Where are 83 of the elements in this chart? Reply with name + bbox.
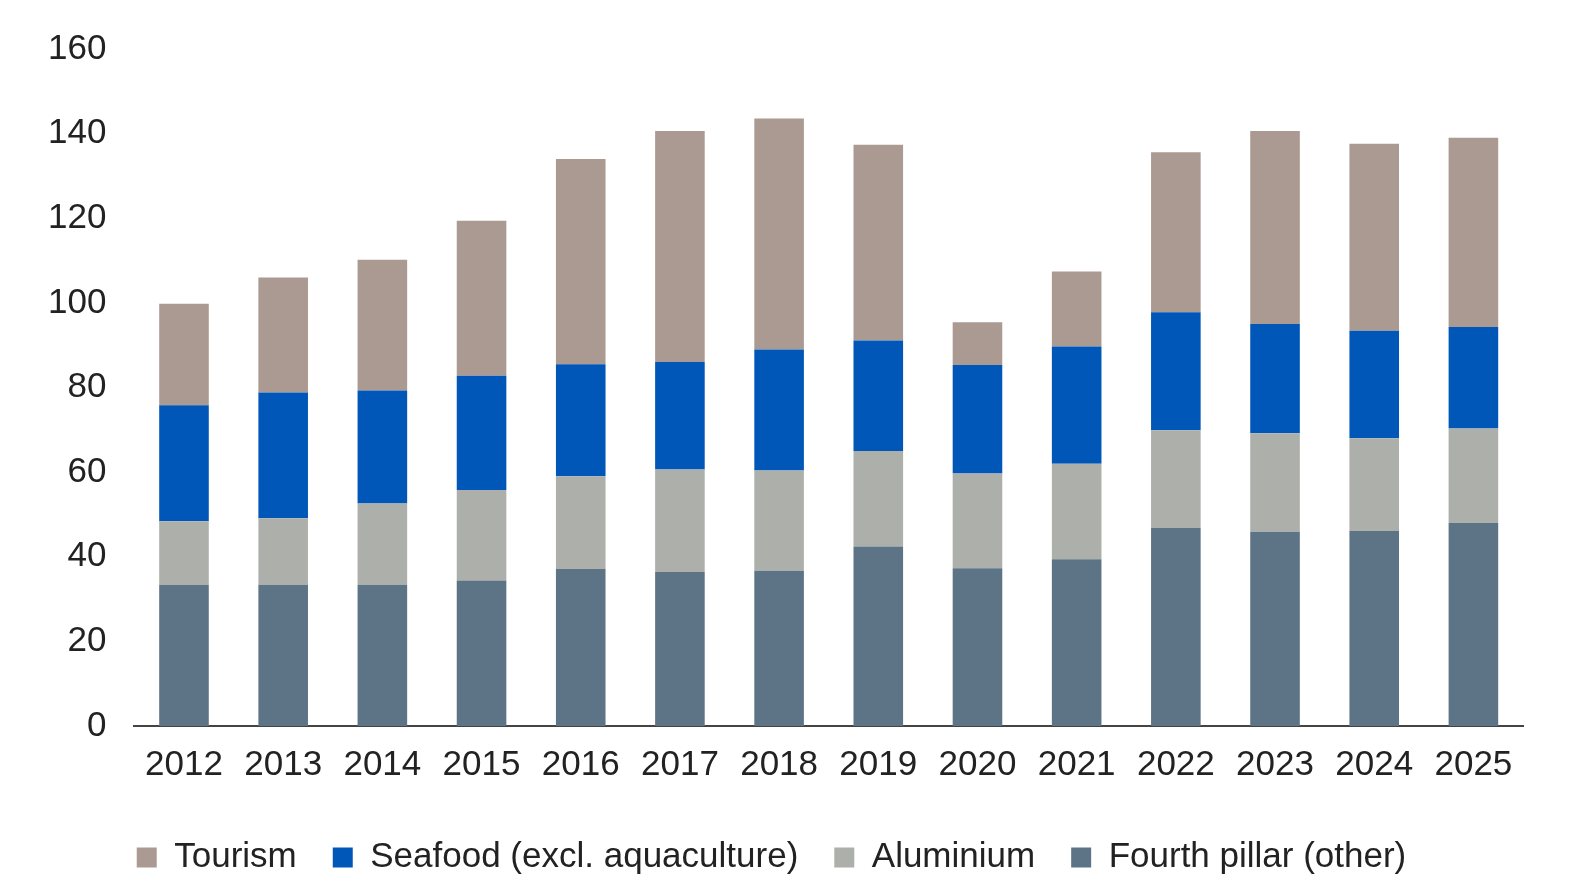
bar bbox=[456, 489, 507, 581]
bar bbox=[1448, 522, 1499, 726]
bar bbox=[1051, 463, 1102, 560]
bar bbox=[159, 521, 209, 585]
bar bbox=[853, 144, 904, 341]
bar bbox=[1151, 430, 1201, 528]
bar bbox=[159, 405, 209, 522]
bar bbox=[159, 303, 209, 406]
bar bbox=[952, 322, 1003, 366]
bar bbox=[1349, 330, 1400, 439]
bar bbox=[1448, 137, 1499, 327]
legend-label: Fourth pillar (other) bbox=[1108, 835, 1407, 875]
y-tick-label: 20 bbox=[67, 619, 107, 659]
bar bbox=[1250, 324, 1300, 434]
y-tick-label: 100 bbox=[47, 280, 107, 320]
x-tick-label: 2018 bbox=[740, 742, 819, 782]
bar bbox=[357, 259, 408, 391]
y-tick-label: 160 bbox=[47, 26, 107, 66]
bar bbox=[1448, 326, 1499, 429]
bar bbox=[1051, 559, 1102, 726]
y-tick-label: 60 bbox=[67, 449, 107, 489]
y-tick-label: 120 bbox=[47, 195, 107, 235]
bar bbox=[655, 362, 705, 470]
y-tick-label: 80 bbox=[67, 365, 107, 405]
bar bbox=[159, 584, 209, 726]
legend-label: Aluminium bbox=[871, 835, 1036, 875]
bar bbox=[655, 469, 705, 572]
bar bbox=[952, 365, 1003, 474]
bar bbox=[853, 546, 904, 726]
bar bbox=[1250, 433, 1300, 532]
bar bbox=[754, 470, 804, 571]
bar bbox=[1250, 531, 1300, 726]
x-tick-label: 2012 bbox=[145, 742, 223, 782]
bar bbox=[555, 364, 606, 477]
y-tick-label: 40 bbox=[67, 534, 107, 574]
x-tick-label: 2020 bbox=[938, 742, 1017, 782]
bar bbox=[258, 518, 308, 585]
x-tick-label: 2017 bbox=[640, 742, 719, 782]
bar bbox=[357, 584, 408, 726]
bar bbox=[1051, 346, 1102, 464]
x-tick-label: 2023 bbox=[1236, 742, 1314, 782]
bar bbox=[1051, 271, 1102, 347]
x-tick-label: 2014 bbox=[343, 742, 422, 782]
x-tick-label: 2022 bbox=[1136, 742, 1215, 782]
bar bbox=[754, 570, 804, 726]
x-tick-label: 2024 bbox=[1335, 742, 1414, 782]
bar bbox=[754, 118, 804, 350]
bar bbox=[555, 476, 606, 570]
bar bbox=[1349, 530, 1400, 726]
bar bbox=[258, 277, 308, 393]
bar bbox=[1448, 428, 1499, 523]
bar bbox=[1349, 143, 1400, 331]
bar bbox=[1250, 131, 1300, 325]
x-tick-label: 2025 bbox=[1434, 742, 1513, 782]
bar bbox=[1151, 527, 1201, 726]
bar bbox=[853, 450, 904, 547]
x-tick-label: 2015 bbox=[442, 742, 521, 782]
bar bbox=[456, 580, 507, 726]
bar bbox=[357, 390, 408, 504]
bar bbox=[952, 568, 1003, 726]
bar bbox=[258, 584, 308, 726]
bar bbox=[456, 375, 507, 490]
y-tick-label: 0 bbox=[86, 703, 107, 743]
x-tick-label: 2013 bbox=[244, 742, 323, 782]
y-tick-label: 140 bbox=[47, 111, 107, 151]
bar bbox=[555, 569, 606, 726]
x-tick-label: 2021 bbox=[1037, 742, 1116, 782]
bar bbox=[1151, 152, 1201, 313]
x-tick-label: 2016 bbox=[541, 742, 620, 782]
bar bbox=[853, 340, 904, 451]
bar bbox=[456, 220, 507, 376]
bar bbox=[1349, 438, 1400, 531]
legend-label: Seafood (excl. aquaculture) bbox=[370, 835, 799, 875]
bar bbox=[555, 159, 606, 365]
x-tick-label: 2019 bbox=[839, 742, 918, 782]
legend-label: Tourism bbox=[174, 835, 297, 875]
bar bbox=[357, 503, 408, 585]
bar bbox=[258, 392, 308, 519]
bar bbox=[655, 571, 705, 726]
bar bbox=[655, 131, 705, 363]
bar bbox=[1151, 312, 1201, 431]
bar bbox=[754, 349, 804, 471]
bar bbox=[952, 473, 1003, 569]
